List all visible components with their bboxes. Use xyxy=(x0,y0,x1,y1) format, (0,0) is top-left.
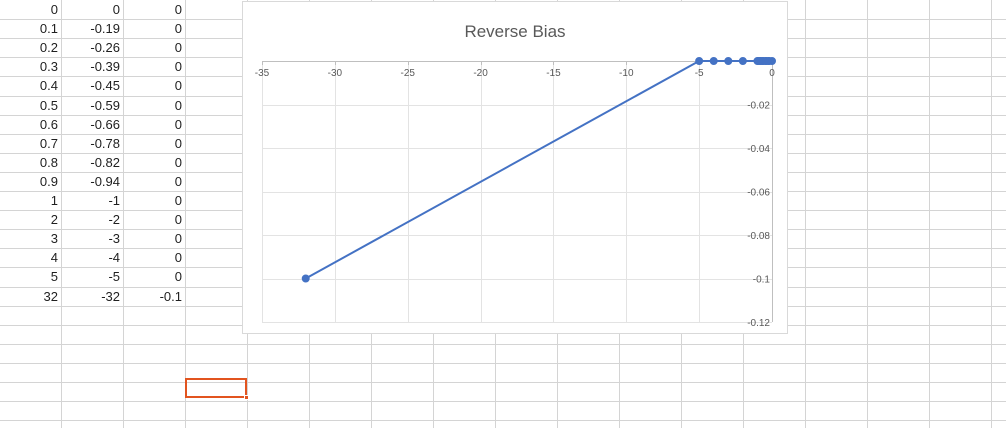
cell-value[interactable]: 0.9 xyxy=(39,174,58,189)
cell-value[interactable]: 0 xyxy=(174,155,182,170)
y-axis-tick-labels: -0.02 -0.04 -0.06 -0.08 -0.1 -0.12 xyxy=(747,101,770,330)
cell-value[interactable]: -0.45 xyxy=(90,78,120,93)
cell-value[interactable]: 0.6 xyxy=(39,117,58,132)
cell-value[interactable]: 0 xyxy=(174,59,182,74)
scatter-chart: Reverse Bias -35 -30 -25 -20 -15 -10 -5 0 -0.02… xyxy=(255,22,776,330)
x-axis-tick-labels: -35 -30 -25 -20 -15 -10 -5 0 xyxy=(255,68,775,79)
cell-value[interactable]: -4 xyxy=(108,250,120,265)
data-point xyxy=(695,57,704,65)
x-tick-label: -10 xyxy=(619,68,634,79)
cell-value[interactable]: -0.59 xyxy=(90,98,120,113)
x-tick-label: 0 xyxy=(769,68,775,79)
data-point xyxy=(709,57,718,65)
selected-cell[interactable] xyxy=(185,378,247,398)
cell-value[interactable]: 0.2 xyxy=(39,40,58,55)
x-tick-label: -25 xyxy=(400,68,415,79)
cell-value[interactable]: 0 xyxy=(174,40,182,55)
cell-value[interactable]: -32 xyxy=(101,289,120,304)
data-point xyxy=(753,57,762,65)
y-tick-label: -0.04 xyxy=(747,144,770,155)
cell-value[interactable]: 0 xyxy=(174,2,182,17)
cell-value[interactable]: -0.1 xyxy=(159,289,182,304)
cell-value[interactable]: 5 xyxy=(50,269,58,284)
cell-value[interactable]: 0 xyxy=(174,117,182,132)
cell-value[interactable]: 0 xyxy=(174,136,182,151)
cell-value[interactable]: -2 xyxy=(108,212,120,227)
chart-object[interactable]: Reverse Bias -35 -30 -25 -20 -15 -10 -5 0 -0.02… xyxy=(242,1,788,334)
data-point xyxy=(301,274,310,283)
cell-value[interactable]: 0.7 xyxy=(39,136,58,151)
cell-value[interactable]: 32 xyxy=(43,289,58,304)
cell-value[interactable]: 0.4 xyxy=(39,78,58,93)
x-tick-label: -30 xyxy=(328,68,343,79)
cell-value[interactable]: 3 xyxy=(50,231,58,246)
chart-gridlines xyxy=(262,61,773,323)
data-point xyxy=(724,57,733,65)
cell-value[interactable]: -5 xyxy=(108,269,120,284)
y-tick-label: -0.06 xyxy=(747,188,770,199)
cell-value[interactable]: 0 xyxy=(50,2,58,17)
series-markers xyxy=(301,57,776,283)
series-line xyxy=(305,60,772,280)
cell-value[interactable]: 0.8 xyxy=(39,155,58,170)
fill-handle[interactable] xyxy=(244,395,249,400)
cell-value[interactable]: -0.26 xyxy=(90,40,120,55)
cell-value[interactable]: 0 xyxy=(174,174,182,189)
x-tick-label: -15 xyxy=(546,68,561,79)
cell-value[interactable]: -0.39 xyxy=(90,59,120,74)
cell-value[interactable]: -0.19 xyxy=(90,21,120,36)
cell-value[interactable]: -0.78 xyxy=(90,136,120,151)
y-tick-label: -0.12 xyxy=(747,318,770,329)
cell-value[interactable]: 0 xyxy=(174,98,182,113)
y-tick-label: -0.1 xyxy=(753,275,771,286)
cell-value[interactable]: 0 xyxy=(174,193,182,208)
cell-value[interactable]: 4 xyxy=(50,250,58,265)
cell-value[interactable]: -0.66 xyxy=(90,117,120,132)
cell-value[interactable]: -0.82 xyxy=(90,155,120,170)
cell-value[interactable]: 0 xyxy=(174,21,182,36)
cell-value[interactable]: 1 xyxy=(50,193,58,208)
cell-value[interactable]: -3 xyxy=(108,231,120,246)
cell-value[interactable]: -0.94 xyxy=(90,174,120,189)
x-tick-label: -20 xyxy=(473,68,488,79)
x-tick-label: -35 xyxy=(255,68,270,79)
cell-value[interactable]: 0.1 xyxy=(39,21,58,36)
y-tick-label: -0.08 xyxy=(747,231,770,242)
chart-axes xyxy=(262,61,773,322)
cell-value[interactable]: 0 xyxy=(174,269,182,284)
cell-value[interactable]: 0 xyxy=(174,231,182,246)
chart-title: Reverse Bias xyxy=(464,22,565,41)
cell-value[interactable]: 0 xyxy=(174,78,182,93)
data-point xyxy=(738,57,747,65)
cell-value[interactable]: 0.5 xyxy=(39,98,58,113)
cell-value[interactable]: 0 xyxy=(174,250,182,265)
cell-value[interactable]: 2 xyxy=(50,212,58,227)
cell-value[interactable]: 0 xyxy=(112,2,120,17)
cell-value[interactable]: -1 xyxy=(108,193,120,208)
cell-value[interactable]: 0 xyxy=(174,212,182,227)
y-tick-label: -0.02 xyxy=(747,101,770,112)
x-tick-label: -5 xyxy=(695,68,704,79)
cell-value[interactable]: 0.3 xyxy=(39,59,58,74)
